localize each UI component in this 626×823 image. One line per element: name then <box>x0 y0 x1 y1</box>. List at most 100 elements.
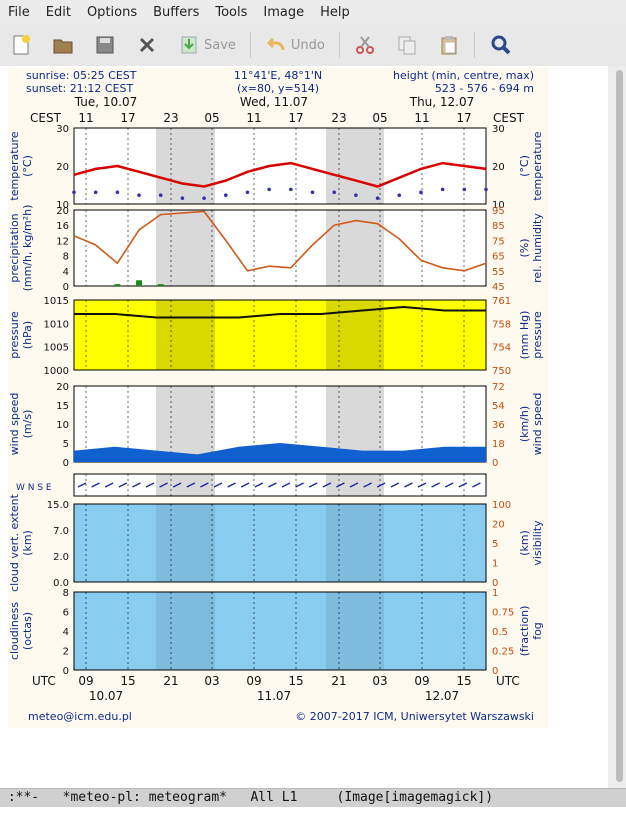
tick-label-right: 1 <box>492 559 498 570</box>
dew-point-point <box>440 187 445 192</box>
tick-label-left: 6 <box>63 608 69 619</box>
tz-label-left: CEST <box>30 111 62 125</box>
tick-label-right: 18 <box>492 439 505 450</box>
image-buffer: sunrise: 05:25 CEST sunset: 21:12 CEST 1… <box>0 66 626 788</box>
tick-label-left: 20 <box>56 206 69 217</box>
axis-title-right: (%) <box>518 238 531 257</box>
meteogram-panels: temperature (°C) (°C) temperature3020103020… <box>8 124 544 677</box>
panel-cloud: cloud vert. extent (km) (km) visibility15.0… <box>8 493 544 592</box>
tick-label-right: 761 <box>492 296 511 307</box>
hour-label-top: 05 <box>204 111 219 125</box>
hour-label-bottom: 03 <box>372 674 387 688</box>
menu-item-tools[interactable]: Tools <box>215 4 248 20</box>
utc-label-right: UTC <box>496 674 520 688</box>
paste-icon <box>441 36 457 55</box>
temperature-series <box>72 161 488 200</box>
tick-label-left: 15.0 <box>47 500 69 511</box>
toolbar-separator <box>249 32 251 58</box>
undo-button[interactable]: Undo <box>255 30 335 60</box>
hour-label-bottom: 03 <box>204 674 219 688</box>
tick-label-right: 0 <box>492 578 498 589</box>
save-button[interactable]: Save <box>168 30 246 60</box>
hour-label-top: 11 <box>78 111 93 125</box>
humidity-line <box>73 210 487 272</box>
paste-button[interactable] <box>428 30 470 60</box>
close-icon <box>139 37 155 53</box>
wind-arrow <box>132 482 141 488</box>
menu-item-edit[interactable]: Edit <box>45 4 71 20</box>
tick-label-left: 1005 <box>44 343 69 354</box>
axis-title-left: (mm/h, kg/m²h) <box>21 205 34 292</box>
grid-text: (x=80, y=514) <box>237 82 319 95</box>
day-label-top: Tue, 10.07 <box>74 95 137 109</box>
night-band <box>156 210 215 286</box>
sunrise-text: sunrise: 05:25 CEST <box>26 69 137 82</box>
wind-arrow <box>240 482 250 488</box>
axis-title-left: (°C) <box>21 155 34 177</box>
new-file-icon <box>13 35 30 55</box>
menu-item-help[interactable]: Help <box>320 4 350 20</box>
axis-title-right: rel. humidity <box>531 213 544 283</box>
night-band <box>156 128 215 204</box>
axis-title-left: (km) <box>21 530 34 556</box>
hour-label-bottom: 09 <box>414 674 429 688</box>
precipitation-bar <box>136 280 143 286</box>
menu-item-file[interactable]: File <box>8 4 30 20</box>
dew-point-point <box>332 190 337 195</box>
tick-label-left: 2.0 <box>53 552 69 563</box>
dew-point-point <box>158 193 163 198</box>
footer-email: meteo@icm.edu.pl <box>28 710 132 723</box>
close-buffer-button[interactable] <box>126 30 168 60</box>
tick-label-left: 0 <box>63 458 69 469</box>
tick-label-left: 4 <box>63 267 69 278</box>
wind-arrow <box>159 482 168 488</box>
day-label-bottom: 12.07 <box>425 689 459 703</box>
wind-arrow <box>404 482 413 488</box>
scrollbar-thumb[interactable] <box>616 70 623 782</box>
dew-point-point <box>289 187 293 192</box>
tick-label-left: 8 <box>63 588 69 599</box>
precipitation-bar <box>114 284 121 286</box>
tick-label-left: 16 <box>56 221 69 232</box>
tick-label-left: 2 <box>63 647 69 658</box>
wind-arrow <box>77 482 87 488</box>
hour-label-top: 11 <box>246 111 261 125</box>
dew-point-point <box>462 187 467 192</box>
copy-button[interactable] <box>386 30 428 60</box>
tick-label-left: 1010 <box>44 319 69 330</box>
new-file-button[interactable] <box>0 30 42 60</box>
tick-label-right: 1 <box>492 588 498 599</box>
axis-title-right: fog <box>531 622 544 640</box>
tick-label-right: 0.25 <box>492 647 514 658</box>
axis-title-right: visibility <box>531 520 544 566</box>
wind-arrow <box>444 482 454 488</box>
tick-label-left: 20 <box>56 162 69 173</box>
undo-icon <box>266 37 285 51</box>
tick-label-right: 750 <box>492 366 511 377</box>
dew-point-point <box>397 193 402 198</box>
search-button[interactable] <box>479 30 523 60</box>
dew-point-point <box>419 190 423 195</box>
tick-label-right: 0.75 <box>492 608 514 619</box>
menu-item-options[interactable]: Options <box>86 4 138 20</box>
hour-label-top: 17 <box>456 111 471 125</box>
dew-point-point <box>72 190 76 195</box>
wind-arrow <box>431 482 440 488</box>
tick-label-right: 20 <box>492 162 505 173</box>
wind-arrow <box>227 482 236 488</box>
axis-title-left: (hPa) <box>21 321 34 349</box>
open-folder-button[interactable] <box>42 30 84 60</box>
menu-item-image[interactable]: Image <box>263 4 305 20</box>
minibuffer[interactable] <box>0 807 626 823</box>
axis-title-right: (fraction) <box>518 606 531 657</box>
wind-arrow <box>186 482 196 488</box>
axis-title-right: wind speed <box>531 393 544 456</box>
cut-button[interactable] <box>344 30 386 60</box>
wind-arrow <box>268 482 277 488</box>
save-disk-button[interactable] <box>84 30 126 60</box>
menu-item-buffers[interactable]: Buffers <box>153 4 200 20</box>
wind-arrow <box>118 482 128 488</box>
height-values: 523 - 576 - 694 m <box>435 82 534 95</box>
hour-label-top: 23 <box>163 111 178 125</box>
dew-point-point <box>484 187 488 192</box>
